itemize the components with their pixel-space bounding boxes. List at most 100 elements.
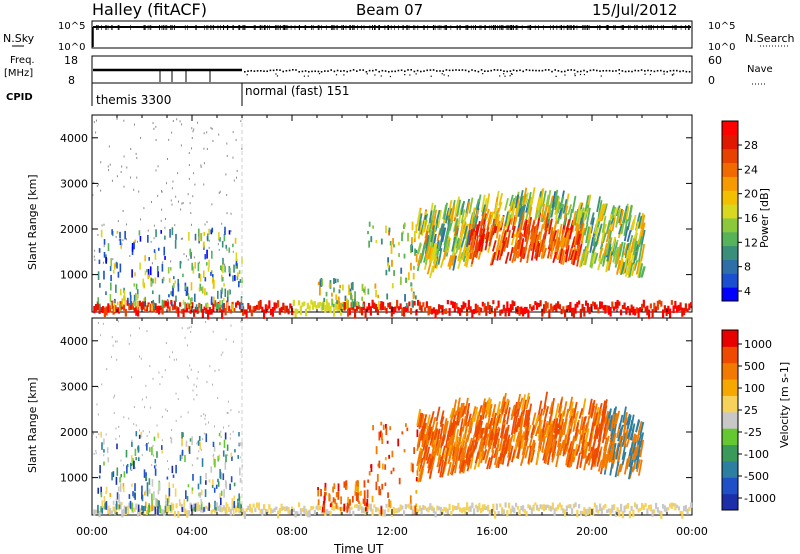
velocity-groundscatter-cell: [604, 503, 607, 508]
power-streak: [576, 233, 581, 246]
power-groundscatter-cell: [142, 300, 145, 310]
power-early-cell: [152, 299, 155, 304]
power-sparse-cell: [150, 240, 152, 243]
vel-streak: [631, 460, 637, 473]
vel-early-cell: [103, 438, 105, 445]
nave-point: [318, 73, 321, 75]
vel-streak: [525, 422, 530, 437]
vel-early-cell: [155, 497, 157, 507]
freq-point: [317, 70, 320, 73]
vel-sparse-cell: [110, 355, 112, 358]
vel-streak: [510, 417, 516, 436]
vel-early-cell: [112, 471, 115, 478]
velocity-groundscatter-cell: [420, 507, 423, 515]
vel-midday-cell: [345, 483, 348, 490]
freq-point: [532, 69, 534, 72]
velocity-groundscatter-cell: [572, 503, 575, 509]
power-early-cell: [236, 263, 238, 269]
power-streak: [513, 240, 519, 254]
vel-streak: [639, 421, 645, 436]
power-sparse-cell: [151, 262, 153, 265]
vel-streak: [480, 450, 485, 464]
power-streak: [540, 244, 546, 260]
vel-sparse-cell: [198, 450, 200, 453]
power-early-cell: [208, 259, 210, 268]
vel-early-cell: [158, 482, 161, 491]
vel-midday-cell: [364, 507, 367, 512]
power-midday-cell: [340, 302, 342, 309]
power-sparse-cell: [226, 194, 228, 197]
power-colorbar-tick-label: 12: [744, 236, 758, 249]
freq-point: [602, 69, 604, 72]
vel-early-cell: [187, 445, 190, 452]
vel-streak: [468, 437, 473, 449]
velocity-groundscatter-cell: [427, 506, 430, 513]
power-early-cell: [232, 243, 234, 248]
power-groundscatter-cell: [511, 300, 514, 311]
vel-sparse-cell: [201, 448, 203, 451]
power-sparse-cell: [102, 261, 104, 264]
power-early-cell: [136, 301, 139, 311]
velocity-groundscatter-cell: [460, 508, 463, 513]
power-streak: [535, 196, 541, 210]
power-groundscatter-cell: [228, 305, 231, 311]
power-early-cell: [154, 277, 157, 284]
power-groundscatter-cell: [394, 306, 397, 313]
velocity-groundscatter-cell: [180, 504, 183, 510]
power-streak: [564, 232, 569, 247]
vel-early-cell: [105, 486, 108, 494]
vel-early-cell: [159, 507, 161, 513]
velocity-groundscatter-cell: [128, 502, 131, 508]
vel-streak: [637, 459, 643, 476]
vel-sparse-cell: [193, 398, 195, 401]
vel-midday-cell: [366, 498, 369, 508]
power-midday-cell: [411, 300, 414, 307]
power-groundscatter-cell: [310, 299, 313, 305]
vel-streak: [416, 451, 422, 467]
power-midday-cell: [338, 289, 341, 294]
vel-streak: [458, 402, 464, 421]
power-streak: [640, 222, 646, 237]
power-streak: [569, 249, 575, 261]
vel-midday-cell: [339, 506, 342, 512]
velocity-groundscatter-cell: [655, 502, 658, 509]
vel-sparse-cell: [156, 424, 158, 427]
velocity-groundscatter-cell: [331, 503, 334, 511]
power-sparse-cell: [95, 119, 97, 122]
vel-sparse-cell: [190, 368, 192, 371]
power-early-cell: [115, 262, 118, 268]
power-sparse-cell: [193, 128, 195, 131]
power-groundscatter-cell: [327, 302, 330, 312]
nave-point: [600, 75, 602, 77]
vel-sparse-cell: [181, 327, 183, 330]
power-groundscatter-cell: [221, 309, 224, 319]
power-sparse-cell: [193, 172, 195, 175]
power-groundscatter-cell: [467, 300, 470, 310]
velocity-groundscatter-cell: [621, 510, 624, 519]
power-groundscatter-cell: [536, 302, 539, 310]
vel-streak: [429, 411, 435, 424]
vel-early-cell: [187, 484, 190, 488]
velocity-groundscatter-cell: [327, 510, 330, 515]
vel-colorbar-swatch: [722, 346, 738, 364]
vel-sparse-cell: [144, 406, 146, 409]
power-midday-cell: [341, 303, 344, 307]
nsky-series: [92, 25, 691, 47]
power-early-cell: [189, 298, 192, 305]
vel-sparse-cell: [165, 408, 167, 411]
vel-early-cell: [151, 503, 153, 511]
power-early-cell: [222, 298, 225, 302]
vel-streak: [447, 462, 452, 476]
power-groundscatter-cell: [525, 306, 528, 313]
vel-early-cell: [128, 494, 131, 499]
vel-sparse-cell: [189, 364, 191, 367]
vel-early-cell: [191, 490, 194, 495]
vel-streak: [616, 448, 622, 464]
vel-early-cell: [154, 458, 157, 464]
vel-midday-cell: [363, 480, 366, 488]
freq-point: [528, 69, 531, 72]
power-colorbar-swatch: [722, 121, 738, 136]
power-groundscatter-cell: [359, 306, 362, 314]
vel-streak: [495, 456, 500, 469]
vel-early-cell: [119, 483, 122, 492]
